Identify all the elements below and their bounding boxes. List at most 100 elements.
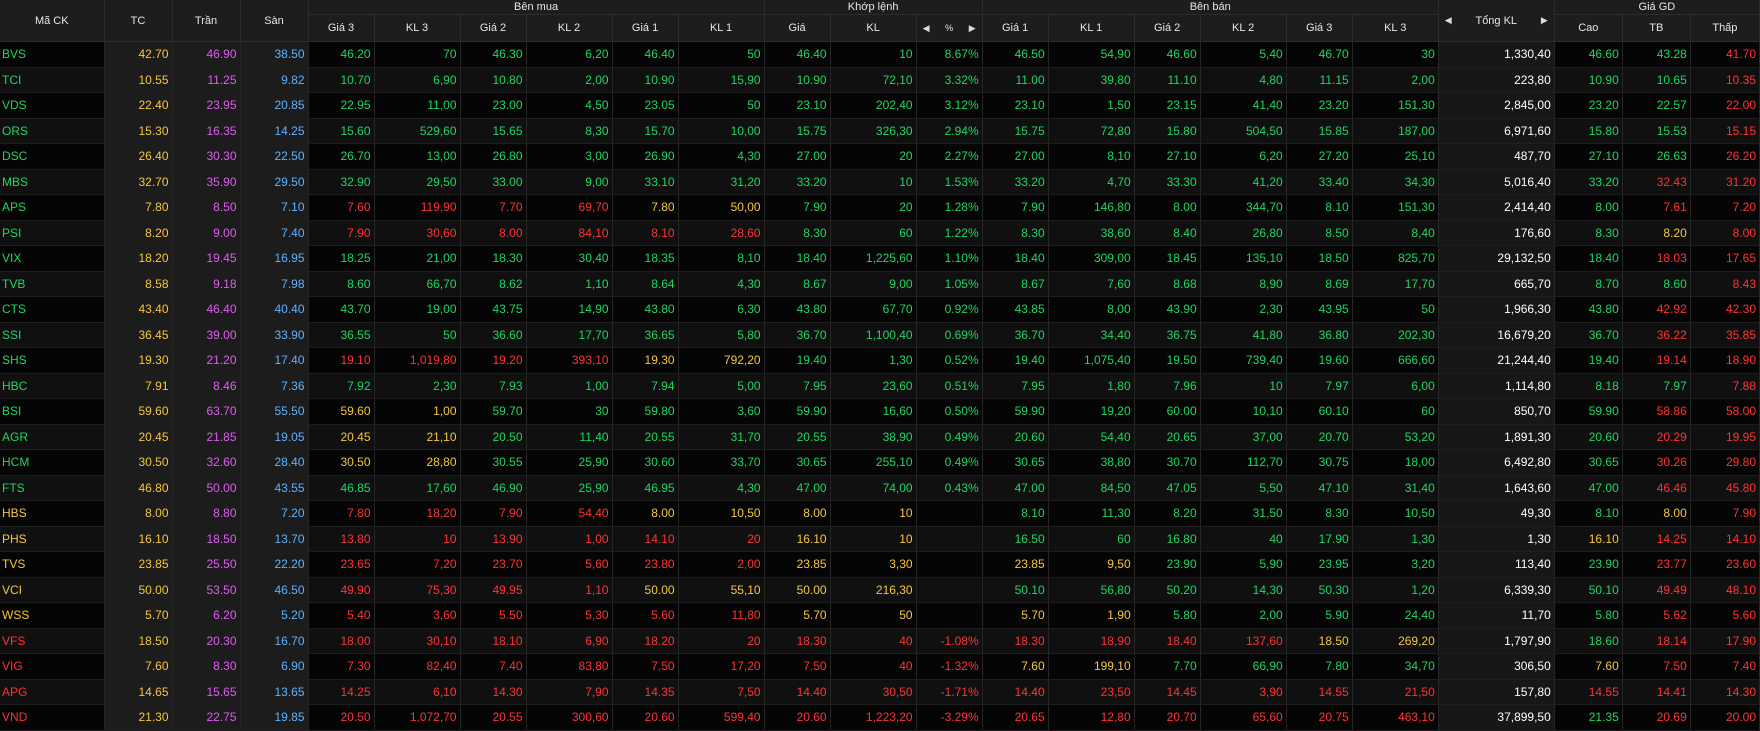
sell-col-header-5[interactable]: Giá 3 [1286,14,1353,42]
col-floor-header[interactable]: Sàn [240,0,309,42]
symbol-cell[interactable]: MBS [0,169,105,195]
buy-col-header-6[interactable]: KL 1 [678,14,765,42]
symbol-cell[interactable]: VFS [0,628,105,654]
table-row[interactable]: VIG 7.60 8.30 6.90 7.30 82,40 7.40 83,80 7.50 17,… [0,653,1760,680]
sell-col-header-1[interactable]: Giá 1 [982,14,1049,42]
col-ceiling-header[interactable]: Trần [172,0,241,42]
symbol-cell[interactable]: APG [0,679,105,705]
table-row[interactable]: TVS 23.85 25.50 22.20 23.65 7,20 23.70 5,60 23.8… [0,551,1760,578]
buy-volume-2-cell: 3,00 [526,143,613,170]
sell-col-header-4[interactable]: KL 2 [1200,14,1287,42]
avg-price-header[interactable]: TB [1622,14,1691,42]
table-row[interactable]: TCI 10.55 11.25 9.82 10.70 6,90 10.80 2,00 10.90… [0,67,1760,93]
table-row[interactable]: AGR 20.45 21.85 19.05 20.45 21,10 20.50 11,40 20… [0,424,1760,450]
buy-volume-3-cell: 30,10 [374,628,461,654]
match-percent-header[interactable]: ◀% ▶ [916,14,983,42]
symbol-cell[interactable]: VCI [0,577,105,603]
sell-col-header-6[interactable]: KL 3 [1352,14,1439,42]
sell-col-header-2[interactable]: KL 1 [1048,14,1135,42]
ceiling-price-cell: 8.80 [172,500,241,527]
symbol-cell[interactable]: TCI [0,67,105,93]
table-row[interactable]: TVB 8.58 9.18 7.98 8.60 66,70 8.62 1,10 8.64 4,30… [0,271,1760,297]
table-row[interactable]: VND 21.30 22.75 19.85 20.50 1,072,70 20.55 300,… [0,704,1760,731]
symbol-cell[interactable]: SHS [0,347,105,374]
avg-price-cell: 14.41 [1622,679,1691,705]
sell-volume-3-cell: 187,00 [1352,118,1439,144]
floor-price-cell: 28.40 [240,449,309,476]
match-price-header[interactable]: Giá [764,14,831,42]
high-price-header[interactable]: Cao [1554,14,1623,42]
symbol-cell[interactable]: BVS [0,41,105,68]
sell-price-2-cell: 30.70 [1134,449,1201,476]
symbol-cell[interactable]: VIX [0,245,105,272]
symbol-cell[interactable]: AGR [0,424,105,450]
sell-volume-2-cell: 41,20 [1200,169,1287,195]
table-row[interactable]: ORS 15.30 16.35 14.25 15.60 529,60 15.65 8,30 15… [0,118,1760,144]
table-row[interactable]: SHS 19.30 21.20 17.40 19.10 1,019,80 19.20 393,… [0,347,1760,374]
symbol-cell[interactable]: FTS [0,475,105,501]
table-row[interactable]: WSS 5.70 6.20 5.20 5.40 3,60 5.50 5,30 5.60 11,80… [0,602,1760,629]
sell-price-3-cell: 8.50 [1286,220,1353,246]
symbol-cell[interactable]: BSI [0,398,105,425]
table-row[interactable]: CTS 43.40 46.40 40.40 43.70 19,00 43.75 14,90 43… [0,296,1760,323]
low-price-header[interactable]: Thấp [1690,14,1760,42]
match-volume-header[interactable]: KL [830,14,917,42]
symbol-cell[interactable]: ORS [0,118,105,144]
symbol-cell[interactable]: DSC [0,143,105,170]
table-row[interactable]: HBC 7.91 8.46 7.36 7.92 2,30 7.93 1,00 7.94 5,00 7… [0,373,1760,399]
buy-col-header-3[interactable]: Giá 2 [460,14,527,42]
symbol-cell[interactable]: CTS [0,296,105,323]
symbol-cell[interactable]: HBC [0,373,105,399]
table-row[interactable]: VCI 50.00 53.50 46.50 49.90 75,30 49.95 1,10 50.… [0,577,1760,603]
table-row[interactable]: FTS 46.80 50.00 43.55 46.85 17,60 46.90 25,90 46… [0,475,1760,501]
col-symbol-header[interactable]: Mã CK [0,0,105,42]
symbol-cell[interactable]: TVS [0,551,105,578]
table-row[interactable]: VIX 18.20 19.45 16.95 18.25 21,00 18.30 30,40 18… [0,245,1760,272]
table-row[interactable]: VDS 22.40 23.95 20.85 22.95 11,00 23.00 4,50 23.… [0,92,1760,119]
symbol-cell[interactable]: HCM [0,449,105,476]
col-total-volume-header[interactable]: ◀ Tổng KL ▶ [1438,0,1555,42]
caret-right-icon[interactable]: ▶ [968,22,976,33]
buy-col-header-1[interactable]: Giá 3 [308,14,375,42]
ref-price-cell: 46.80 [104,475,173,501]
sell-volume-1-cell: 199,10 [1048,653,1135,680]
table-row[interactable]: MBS 32.70 35.90 29.50 32.90 29,50 33.00 9,00 33.… [0,169,1760,195]
table-row[interactable]: PHS 16.10 18.50 13.70 13.80 10 13.90 1,00 14.10 2… [0,526,1760,552]
table-row[interactable]: VFS 18.50 20.30 16.70 18.00 30,10 18.10 6,90 18.… [0,628,1760,654]
symbol-cell[interactable]: WSS [0,602,105,629]
symbol-cell[interactable]: SSI [0,322,105,348]
table-row[interactable]: APG 14.65 15.65 13.65 14.25 6,10 14.30 7,90 14.3… [0,679,1760,705]
buy-price-1-cell: 7.94 [612,373,679,399]
avg-price-cell: 23.77 [1622,551,1691,578]
buy-col-header-4[interactable]: KL 2 [526,14,613,42]
table-row[interactable]: PSI 8.20 9.00 7.40 7.90 30,60 8.00 84,10 8.10 28,… [0,220,1760,246]
caret-left-icon[interactable]: ◀ [1444,15,1452,25]
caret-left-icon[interactable]: ◀ [922,22,930,33]
table-row[interactable]: HBS 8.00 8.80 7.20 7.80 18,20 7.90 54,40 8.00 10,… [0,500,1760,527]
sell-col-header-3[interactable]: Giá 2 [1134,14,1201,42]
symbol-cell[interactable]: PHS [0,526,105,552]
total-volume-cell: 6,339,30 [1438,577,1555,603]
table-row[interactable]: HCM 30.50 32.60 28.40 30.50 28,80 30.55 25,90 30… [0,449,1760,476]
table-row[interactable]: BSI 59.60 63.70 55.50 59.60 1,00 59.70 30 59.80 3… [0,398,1760,425]
caret-right-icon[interactable]: ▶ [1540,15,1548,25]
table-row[interactable]: APS 7.80 8.50 7.10 7.60 119,90 7.70 69,70 7.80 50… [0,194,1760,221]
table-row[interactable]: DSC 26.40 30.30 22.50 26.70 13,00 26.80 3,00 26.… [0,143,1760,170]
sell-price-1-cell: 27.00 [982,143,1049,170]
buy-volume-1-cell: 17,20 [678,653,765,680]
sell-volume-3-cell: 202,30 [1352,322,1439,348]
buy-col-header-5[interactable]: Giá 1 [612,14,679,42]
total-volume-cell: 16,679,20 [1438,322,1555,348]
table-row[interactable]: BVS 42.70 46.90 38.50 46.20 70 46.30 6,20 46.40 5… [0,41,1760,68]
buy-col-header-2[interactable]: KL 3 [374,14,461,42]
avg-price-cell: 8.20 [1622,220,1691,246]
symbol-cell[interactable]: VDS [0,92,105,119]
symbol-cell[interactable]: TVB [0,271,105,297]
symbol-cell[interactable]: PSI [0,220,105,246]
symbol-cell[interactable]: VIG [0,653,105,680]
table-row[interactable]: SSI 36.45 39.00 33.90 36.55 50 36.60 17,70 36.65… [0,322,1760,348]
symbol-cell[interactable]: HBS [0,500,105,527]
symbol-cell[interactable]: VND [0,704,105,731]
symbol-cell[interactable]: APS [0,194,105,221]
col-ref-header[interactable]: TC [104,0,173,42]
